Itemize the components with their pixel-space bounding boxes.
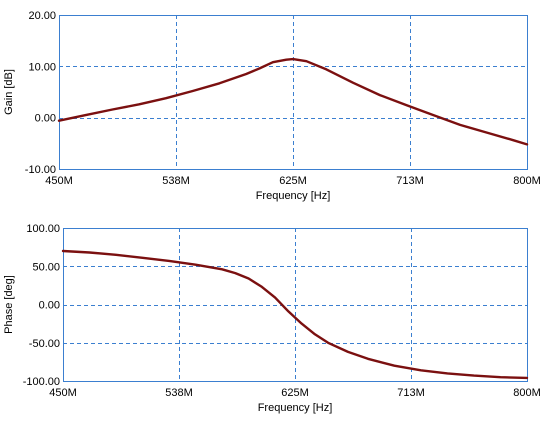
- phase-chart: -100.00 -50.00 0.00 50.00 100.00 450M 538M 625M…: [3, 223, 541, 414]
- gain-x-tick-label: 713M: [396, 175, 424, 187]
- gain-x-tick-label: 800M: [513, 175, 541, 187]
- phase-y-tick-label: 50.00: [32, 261, 60, 273]
- phase-series-line: [61, 249, 529, 380]
- gain-x-tick-label: 625M: [279, 175, 307, 187]
- phase-y-tick-label: 0.00: [39, 300, 60, 312]
- phase-x-tick-label: 713M: [397, 387, 425, 399]
- gain-y-axis-label: Gain [dB]: [3, 69, 15, 115]
- phase-y-tick-label: 100.00: [26, 223, 60, 235]
- gain-chart: -10.00 0.00 10.00 20.00 450M 538M 625M 713M 800M…: [3, 10, 541, 202]
- gain-x-tick-label: 538M: [162, 175, 190, 187]
- phase-y-tick-label: -50.00: [29, 338, 60, 350]
- gain-series-line: [57, 57, 529, 146]
- gain-y-tick-label: 20.00: [28, 10, 56, 22]
- gain-x-tick-label: 450M: [45, 175, 73, 187]
- phase-y-tick-label: -100.00: [23, 376, 60, 388]
- gain-x-axis-label: Frequency [Hz]: [256, 190, 331, 202]
- gain-y-tick-label: 0.00: [35, 113, 56, 125]
- gain-y-tick-label: 10.00: [28, 61, 56, 73]
- phase-x-tick-label: 800M: [513, 387, 541, 399]
- phase-x-axis-label: Frequency [Hz]: [258, 402, 333, 414]
- phase-y-axis-label: Phase [deg]: [3, 275, 15, 334]
- phase-x-tick-label: 538M: [165, 387, 193, 399]
- phase-x-tick-label: 450M: [49, 387, 77, 399]
- phase-x-tick-label: 625M: [281, 387, 309, 399]
- gain-y-tick-label: -10.00: [25, 164, 56, 176]
